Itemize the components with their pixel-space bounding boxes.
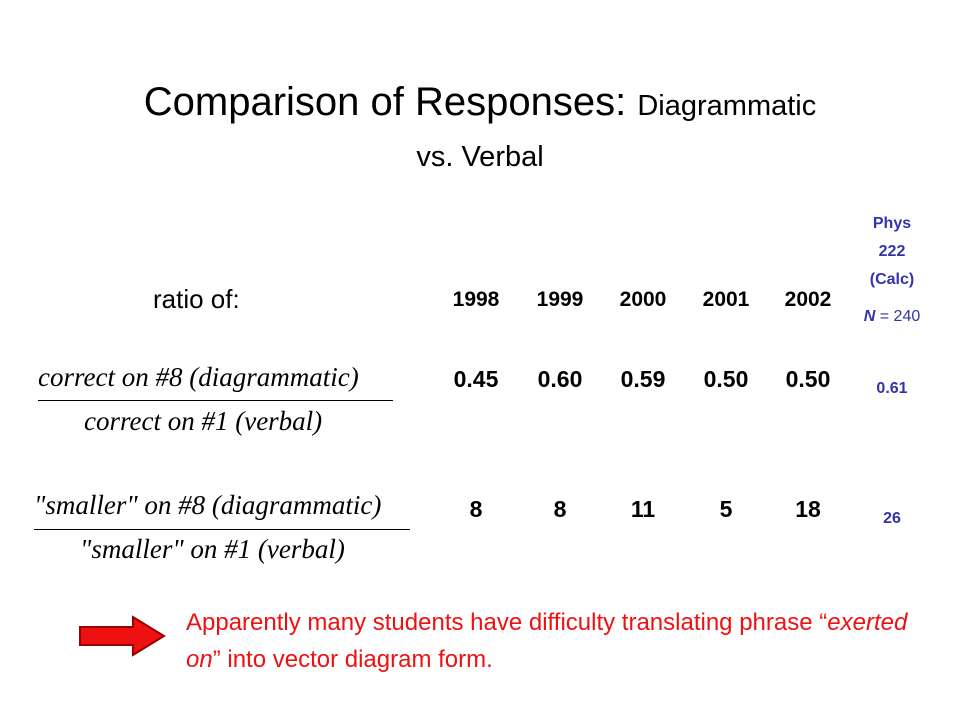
year-header: 1999 [536, 288, 584, 311]
header-line: 222 [878, 243, 906, 260]
n-value: = 240 [879, 308, 921, 325]
cell-value: 5 [719, 496, 733, 522]
callout-text: ” into vector diagram form. [212, 646, 493, 673]
n-symbol: N [863, 308, 876, 325]
numerator: correct on #8 (diagrammatic) [38, 362, 359, 392]
cell-value: 0.45 [453, 366, 499, 392]
header-line: Phys [872, 215, 912, 232]
cell-value: 11 [630, 496, 656, 522]
fraction-bar [38, 400, 393, 401]
extra-value: 26 [883, 510, 901, 527]
year-header: 2001 [702, 288, 750, 311]
header-line: (Calc) [869, 271, 915, 288]
title-sub: Diagrammatic [637, 90, 817, 122]
numerator: "smaller" on #8 (diagrammatic) [34, 490, 382, 520]
cell-value: 0.60 [537, 366, 583, 392]
cell-value: 18 [795, 496, 821, 522]
callout-emphasis: exerted on [186, 609, 908, 673]
extra-header: Phys 222 (Calc) [870, 210, 914, 294]
title-line: Comparison of Responses: Diagrammatic [144, 80, 816, 125]
n-label: N = 240 [864, 308, 921, 326]
cell-value: 8 [469, 496, 483, 522]
year-header: 1998 [452, 288, 500, 311]
cell-value: 0.50 [703, 366, 749, 392]
cell-value: 8 [553, 496, 567, 522]
denominator: correct on #1 (verbal) [84, 406, 323, 436]
row-header: ratio of: [153, 284, 240, 314]
title-main: Comparison of Responses: [143, 80, 627, 124]
fraction-bar [34, 529, 410, 530]
denominator: "smaller" on #1 (verbal) [80, 534, 345, 564]
arrow [79, 615, 166, 657]
cell-value: 0.59 [620, 366, 666, 392]
extra-value: 0.61 [876, 380, 908, 397]
title-sub: vs. Verbal [416, 141, 544, 173]
callout: Apparently many students have difficulty… [186, 604, 926, 678]
cell-value: 0.50 [785, 366, 831, 392]
year-header: 2002 [784, 288, 832, 311]
year-header: 2000 [619, 288, 667, 311]
callout-text: Apparently many students have difficulty… [186, 609, 828, 636]
